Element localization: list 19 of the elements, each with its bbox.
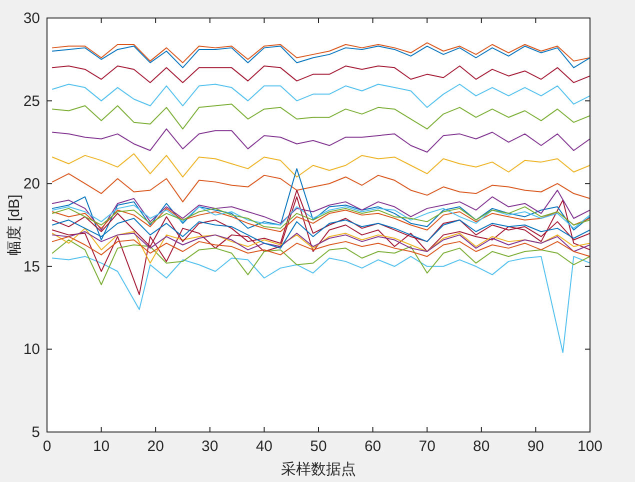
x-tick-label: 40 <box>256 438 273 455</box>
x-tick-label: 0 <box>42 438 52 455</box>
x-tick-label: 60 <box>364 438 382 455</box>
x-tick-label: 20 <box>147 438 164 455</box>
x-tick-label: 30 <box>202 438 218 455</box>
y-tick-label: 10 <box>23 341 40 358</box>
y-tick-label: 15 <box>23 258 40 276</box>
x-tick-label: 10 <box>92 438 110 455</box>
y-tick-label: 20 <box>23 176 40 193</box>
x-axis-title: 采样数据点 <box>281 461 356 478</box>
y-tick-label: 25 <box>23 92 40 110</box>
y-tick-label: 30 <box>23 10 40 27</box>
y-axis-title: 幅度 [dB] <box>6 194 23 256</box>
x-tick-label: 100 <box>577 438 603 455</box>
x-tick-label: 90 <box>527 438 544 455</box>
x-tick-label: 80 <box>473 438 490 455</box>
y-tick-label: 5 <box>32 424 40 441</box>
x-tick-label: 50 <box>310 438 327 455</box>
x-tick-label: 70 <box>418 438 436 455</box>
